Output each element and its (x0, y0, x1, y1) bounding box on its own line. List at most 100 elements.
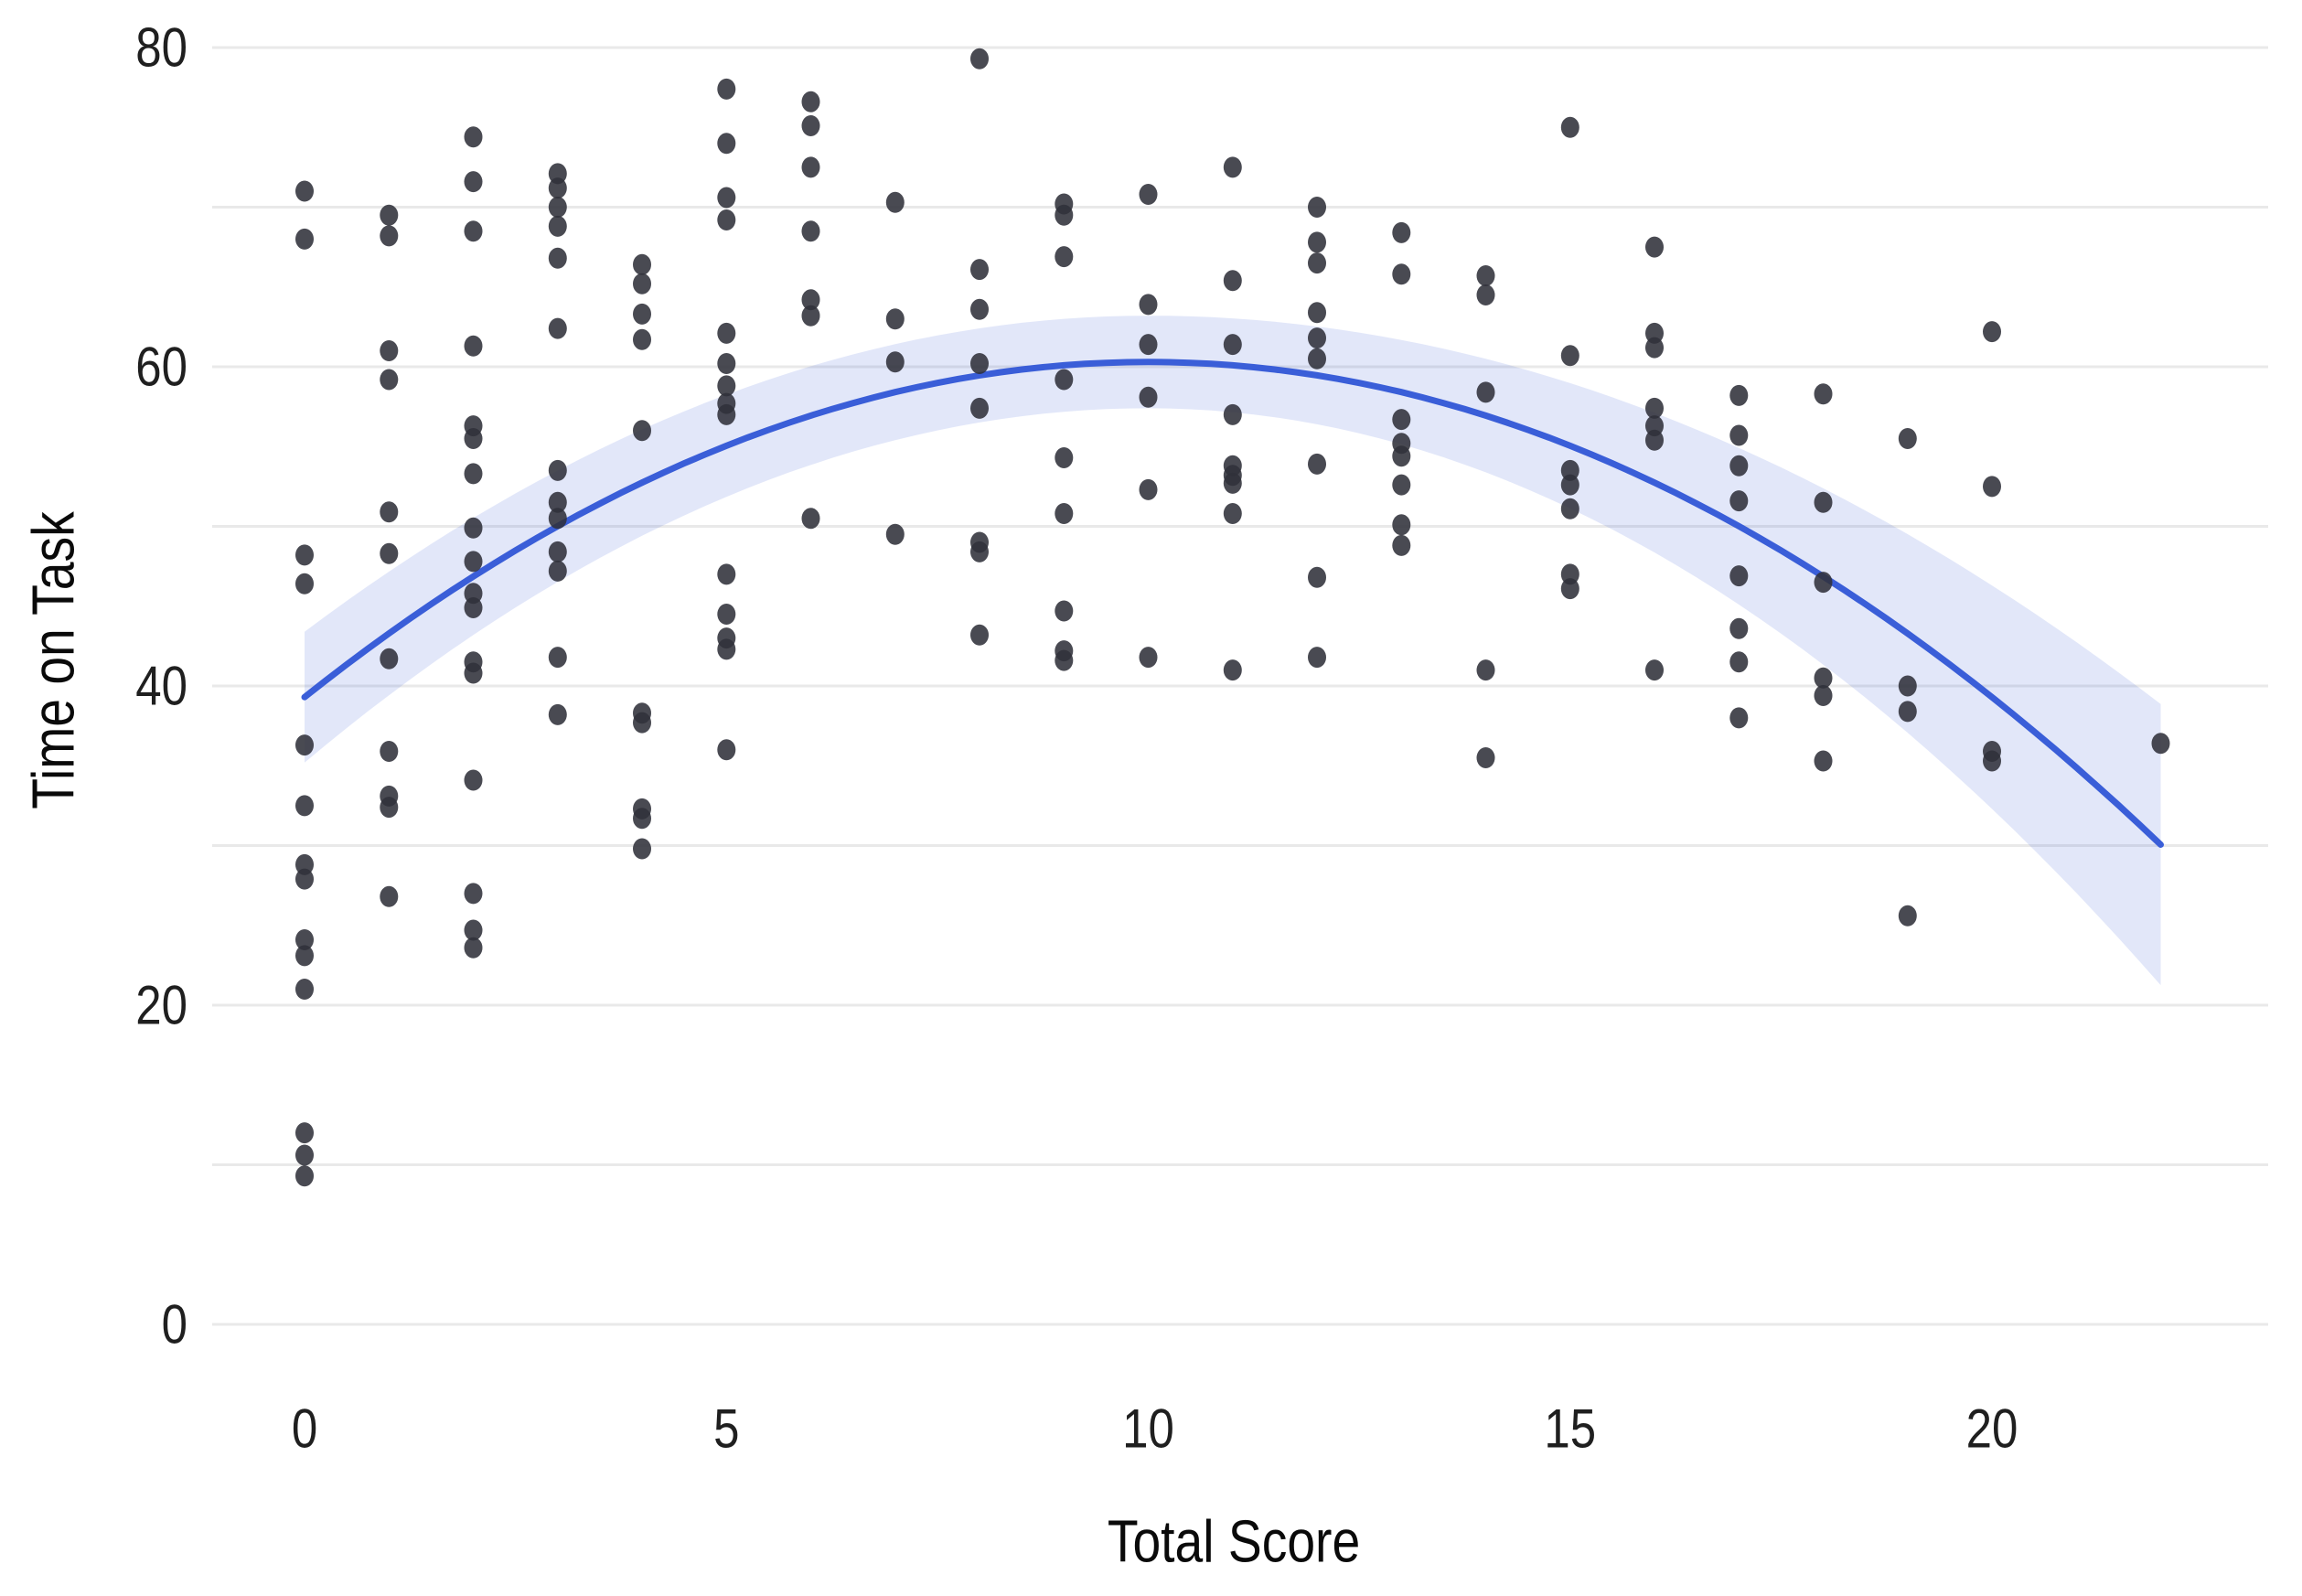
data-point (801, 156, 820, 178)
data-point (1476, 265, 1495, 286)
data-point (1476, 284, 1495, 305)
data-point (1139, 478, 1158, 500)
data-point (633, 420, 651, 442)
data-point (633, 712, 651, 734)
confidence-band-area (305, 316, 2161, 986)
data-point (295, 573, 314, 594)
data-point (885, 351, 905, 373)
data-point (1223, 270, 1242, 292)
data-point (717, 375, 736, 397)
data-point (1055, 447, 1074, 468)
data-point (717, 638, 736, 660)
data-point (1560, 345, 1579, 367)
data-point (1308, 197, 1326, 218)
data-point (1392, 445, 1411, 467)
y-axis-title: Time on Task (19, 511, 86, 809)
data-point (295, 1165, 314, 1187)
data-point (1055, 246, 1074, 268)
data-point (1308, 327, 1326, 349)
confidence-band (305, 316, 2161, 986)
data-point (970, 541, 989, 562)
data-point (1983, 750, 2001, 772)
data-point (717, 739, 736, 761)
data-point (464, 937, 483, 959)
data-point (1308, 348, 1326, 370)
data-point (717, 563, 736, 585)
data-point (885, 308, 905, 330)
data-point (717, 133, 736, 155)
data-point (1139, 334, 1158, 356)
data-point (1898, 701, 1917, 723)
y-tick-label: 60 (135, 337, 187, 398)
data-point (717, 353, 736, 374)
x-tick-label: 5 (713, 1398, 739, 1460)
data-point (1814, 667, 1833, 689)
data-point (801, 220, 820, 242)
data-point (1392, 534, 1411, 556)
data-point (717, 322, 736, 344)
data-point (548, 560, 567, 582)
data-point (1392, 221, 1411, 243)
data-point (464, 220, 483, 242)
data-point (464, 463, 483, 485)
data-point (1645, 397, 1664, 419)
data-point (464, 883, 483, 905)
data-point (1223, 156, 1242, 178)
data-point (295, 795, 314, 817)
data-point (801, 289, 820, 311)
data-point (1645, 429, 1664, 451)
data-point (380, 369, 399, 391)
data-point (1729, 617, 1749, 639)
data-point (295, 544, 314, 566)
data-point (1223, 503, 1242, 524)
data-point (548, 491, 567, 513)
data-point (464, 428, 483, 449)
x-tick-label: 0 (292, 1398, 317, 1460)
data-point (295, 929, 314, 950)
data-point (295, 1122, 314, 1144)
data-point (1729, 424, 1749, 446)
data-point (1729, 565, 1749, 587)
data-point (464, 171, 483, 193)
data-point (885, 191, 905, 213)
data-point (1308, 231, 1326, 253)
data-point (633, 303, 651, 325)
data-point (548, 508, 567, 530)
data-point (1645, 337, 1664, 359)
data-point (1308, 302, 1326, 324)
data-point (1055, 600, 1074, 622)
x-axis-tick-labels: 0 5 10 15 20 (292, 1398, 2018, 1460)
y-tick-label: 80 (135, 17, 187, 79)
data-point (1983, 321, 2001, 343)
data-point (1814, 383, 1833, 405)
data-point (970, 259, 989, 281)
data-point (464, 126, 483, 148)
data-point (548, 247, 567, 269)
data-point (1139, 294, 1158, 316)
data-point (295, 979, 314, 1000)
data-point (970, 298, 989, 320)
data-point (1560, 116, 1579, 138)
data-point (970, 353, 989, 374)
data-point (1729, 384, 1749, 406)
data-point (548, 459, 567, 481)
data-point (1645, 659, 1664, 681)
data-point (1476, 747, 1495, 768)
data-point (1814, 572, 1833, 594)
data-points (295, 48, 2170, 1187)
data-point (1476, 659, 1495, 681)
data-point (1560, 474, 1579, 496)
data-point (1392, 474, 1411, 496)
data-point (1560, 578, 1579, 600)
data-point (295, 868, 314, 890)
data-point (1983, 476, 2001, 498)
y-tick-label: 20 (135, 975, 187, 1036)
data-point (885, 523, 905, 545)
data-point (548, 541, 567, 562)
data-point (633, 808, 651, 830)
data-point (295, 734, 314, 756)
data-point (1055, 649, 1074, 671)
x-tick-label: 20 (1966, 1398, 2018, 1460)
data-point (380, 648, 399, 669)
data-point (717, 403, 736, 425)
